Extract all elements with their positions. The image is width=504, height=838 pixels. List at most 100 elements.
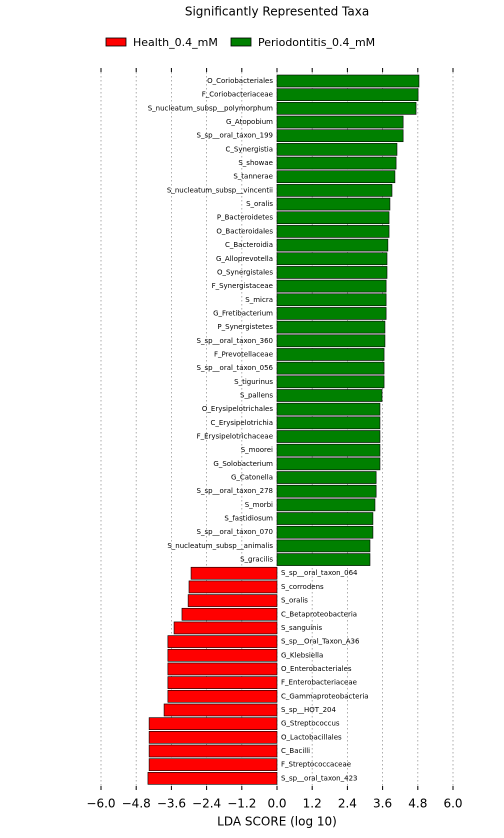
category-label: G_Catonella bbox=[231, 474, 273, 482]
bar bbox=[276, 156, 397, 170]
category-label: G_Atopobium bbox=[226, 118, 273, 126]
category-label: S_sp__oral_taxon_423 bbox=[281, 774, 357, 782]
category-label: F_Streptococcaceae bbox=[281, 761, 351, 769]
category-label: S_pallens bbox=[240, 391, 273, 399]
category-label: S_nucleatum_subsp__polymorphum bbox=[148, 104, 273, 112]
category-label: S_sp__oral_taxon_070 bbox=[197, 528, 273, 536]
bar bbox=[276, 402, 381, 416]
bar bbox=[173, 621, 278, 635]
bar bbox=[276, 252, 388, 266]
x-tick-label: 0.0 bbox=[267, 797, 286, 811]
bar bbox=[276, 129, 404, 143]
category-label: O_Erysipelotrichales bbox=[202, 405, 273, 413]
category-label: C_Betaproteobacteria bbox=[281, 610, 357, 618]
bar bbox=[276, 498, 376, 512]
x-tick-label: 2.4 bbox=[338, 797, 357, 811]
bar bbox=[167, 635, 278, 648]
bar bbox=[188, 580, 278, 594]
category-label: S_nucleatum_subsp__animalis bbox=[167, 542, 273, 550]
bar bbox=[276, 430, 381, 443]
x-axis-label: LDA SCORE (log 10) bbox=[217, 815, 337, 829]
category-label: S_corrodens bbox=[281, 583, 324, 591]
bar bbox=[148, 717, 278, 730]
category-label: O_Synergistales bbox=[217, 268, 273, 276]
category-label: F_Coriobacteriaceae bbox=[202, 91, 273, 99]
category-label: S_oralis bbox=[246, 200, 273, 208]
bar bbox=[167, 662, 278, 676]
category-label: S_sp__oral_taxon_278 bbox=[197, 487, 273, 495]
category-label: G_Klebsiella bbox=[281, 651, 323, 659]
x-tick-label: 4.8 bbox=[408, 797, 427, 811]
bar bbox=[276, 320, 386, 334]
bar bbox=[167, 648, 278, 662]
category-label: S_sp__oral_taxon_199 bbox=[197, 132, 273, 140]
bar bbox=[276, 457, 381, 471]
bar bbox=[276, 443, 381, 457]
bar bbox=[167, 689, 278, 703]
bar bbox=[276, 102, 417, 115]
bar bbox=[276, 225, 390, 238]
category-label: S_fastidiosum bbox=[224, 515, 273, 523]
category-label: C_Gammaproteobacteria bbox=[281, 692, 369, 700]
category-label: S_sp__oral_taxon_064 bbox=[281, 569, 358, 577]
x-tick-label: −2.4 bbox=[192, 797, 221, 811]
bar bbox=[276, 539, 371, 553]
category-label: S_tannerae bbox=[233, 173, 273, 181]
category-label: S_sp__oral_taxon_056 bbox=[197, 364, 274, 372]
category-label: C_Synergistia bbox=[226, 145, 274, 153]
category-label: G_Alloprevotella bbox=[216, 255, 273, 263]
x-tick-label: 6.0 bbox=[443, 797, 462, 811]
bar bbox=[148, 731, 278, 744]
category-label: F_Prevotellaceae bbox=[214, 350, 273, 358]
category-label: C_Bacilli bbox=[281, 747, 310, 755]
x-tick-label: −4.8 bbox=[122, 797, 151, 811]
category-label: C_Bacteroidia bbox=[225, 241, 273, 249]
bar bbox=[276, 143, 398, 156]
bar bbox=[276, 307, 387, 320]
category-label: S_tigurinus bbox=[234, 378, 273, 386]
category-label: S_showae bbox=[238, 159, 273, 167]
category-label: P_Bacteroidetes bbox=[217, 214, 273, 222]
category-label: P_Synergistetes bbox=[217, 323, 273, 331]
x-tick-label: −1.2 bbox=[227, 797, 256, 811]
category-label: F_Erysipelotrichaceae bbox=[197, 433, 273, 441]
category-label: S_sp__oral_taxon_360 bbox=[197, 337, 273, 345]
category-label: O_Coriobacteriales bbox=[207, 77, 273, 85]
x-tick-label: −3.6 bbox=[157, 797, 186, 811]
bar bbox=[187, 594, 278, 607]
bar bbox=[190, 566, 278, 580]
category-label: S_sanguinis bbox=[281, 624, 323, 632]
category-label: G_Streptococcus bbox=[281, 720, 340, 728]
category-label: S_gracilis bbox=[240, 556, 273, 564]
bar bbox=[276, 525, 374, 539]
category-label: S_moorei bbox=[241, 446, 273, 454]
category-label: S_oralis bbox=[281, 597, 308, 605]
legend-swatch bbox=[105, 37, 127, 47]
bar bbox=[276, 512, 374, 525]
bar bbox=[276, 389, 383, 402]
bar bbox=[148, 758, 278, 771]
legend-label: Health_0.4_mM bbox=[133, 36, 218, 49]
bar bbox=[276, 74, 420, 88]
category-label: S_sp__Oral_Taxon_A36 bbox=[281, 638, 360, 646]
bar bbox=[181, 607, 278, 621]
bar bbox=[163, 703, 278, 717]
category-label: S_sp__HOT_204 bbox=[281, 706, 336, 714]
bar bbox=[276, 471, 377, 484]
x-tick-label: 1.2 bbox=[303, 797, 322, 811]
bar bbox=[276, 238, 389, 252]
category-label: G_Solobacterium bbox=[213, 460, 273, 468]
x-tick-label: −6.0 bbox=[86, 797, 115, 811]
category-label: O_Enterobacteriales bbox=[281, 665, 352, 673]
category-label: O_Bacteroidales bbox=[216, 227, 273, 235]
bar bbox=[148, 744, 278, 758]
x-tick-label: 3.6 bbox=[373, 797, 392, 811]
legend-label: Periodontitis_0.4_mM bbox=[258, 36, 375, 49]
bar bbox=[167, 676, 278, 689]
category-label: O_Lactobacillales bbox=[281, 733, 342, 741]
bar bbox=[276, 293, 387, 307]
bar bbox=[276, 375, 385, 389]
bar bbox=[276, 279, 387, 293]
bar bbox=[276, 361, 385, 375]
bar bbox=[276, 197, 391, 211]
